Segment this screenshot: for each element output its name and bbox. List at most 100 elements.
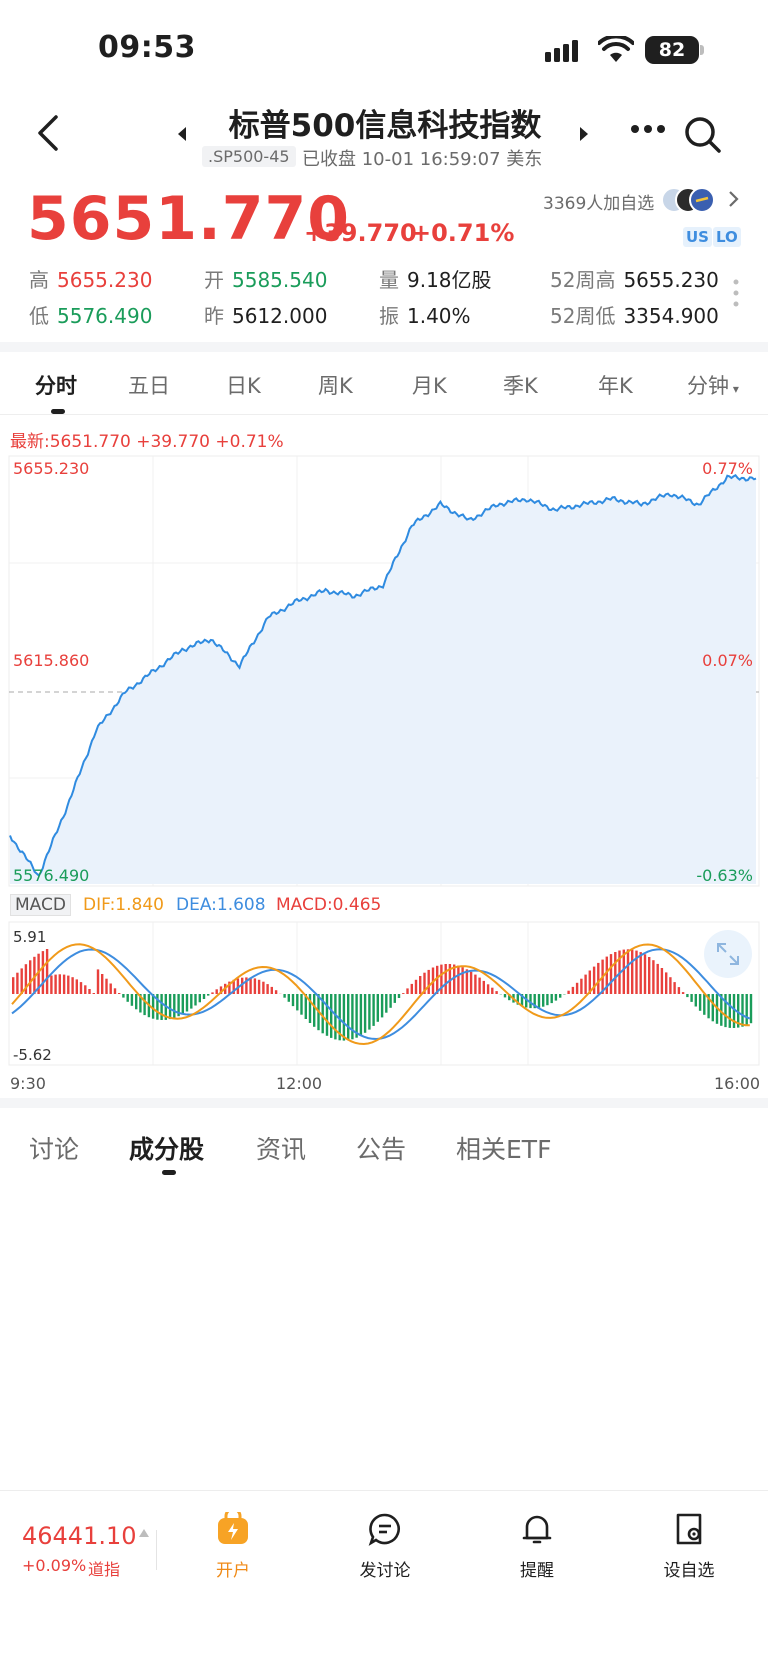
ticker-code: .SP500-45	[202, 146, 296, 167]
macd-bar	[266, 984, 269, 994]
tab-related-etf[interactable]: 相关ETF	[456, 1135, 552, 1164]
macd-bar	[423, 972, 426, 994]
macd-bar	[508, 994, 511, 1001]
macd-bar	[101, 974, 104, 994]
macd-bar	[54, 974, 57, 994]
macd-bar	[249, 977, 252, 994]
prev-stock-icon[interactable]	[176, 126, 188, 142]
macd-bar	[482, 980, 485, 994]
macd-bar	[720, 994, 723, 1026]
macd-bar	[614, 952, 617, 994]
tab-minute[interactable]: 分钟 ▾	[687, 374, 739, 398]
tab-intraday[interactable]: 分时	[35, 374, 77, 398]
more-stats-icon[interactable]	[733, 278, 739, 308]
macd-bar	[253, 978, 257, 994]
more-icon[interactable]	[630, 124, 666, 134]
macd-bar	[194, 994, 197, 1006]
macd-bar	[575, 982, 579, 994]
macd-bar	[376, 994, 379, 1022]
macd-bar	[397, 994, 401, 998]
macd-bar	[436, 965, 439, 994]
macd-bar	[694, 994, 697, 1007]
current-price: 5651.770	[27, 184, 351, 254]
tab-monthly-k[interactable]: 月K	[412, 374, 447, 398]
macd-bar	[168, 994, 172, 1020]
open-account-button[interactable]: 开户	[183, 1507, 283, 1581]
alert-button[interactable]: 提醒	[487, 1512, 587, 1581]
tab-active-indicator	[51, 409, 65, 414]
macd-bar	[741, 994, 744, 1027]
macd-bar	[427, 969, 430, 994]
macd-bar	[571, 986, 575, 994]
macd-bar	[385, 994, 388, 1013]
search-icon[interactable]	[684, 116, 722, 154]
macd-panel-frame	[8, 921, 760, 1066]
pct-axis-low: -0.63%	[696, 866, 753, 885]
intraday-chart[interactable]: 5655.230 5615.860 5576.490 0.77% 0.07% -…	[0, 444, 768, 1084]
macd-bar	[622, 949, 625, 994]
macd-bar	[105, 978, 108, 994]
macd-bar	[635, 950, 638, 994]
macd-bar	[567, 990, 570, 994]
macd-histogram	[12, 949, 753, 1041]
macd-bar	[656, 963, 659, 994]
macd-bar	[232, 979, 235, 994]
macd-bar	[648, 957, 651, 994]
battery-tip	[700, 45, 704, 55]
macd-bar	[491, 987, 494, 994]
tab-yearly-k[interactable]: 年K	[598, 374, 633, 398]
chevron-right-icon[interactable]	[728, 190, 740, 208]
tab-news[interactable]: 资讯	[256, 1135, 307, 1164]
macd-bar	[542, 994, 545, 1007]
macd-bar	[118, 993, 121, 994]
macd-bar	[241, 977, 244, 994]
macd-bar	[62, 974, 66, 994]
macd-bar	[631, 949, 634, 994]
macd-bar	[677, 987, 681, 994]
bottom-bar-divider	[0, 1490, 768, 1491]
tab-discussion[interactable]: 讨论	[29, 1135, 80, 1164]
next-stock-icon[interactable]	[578, 126, 590, 142]
tab-weekly-k[interactable]: 周K	[318, 374, 353, 398]
macd-indicator-selector[interactable]: MACD	[10, 894, 71, 916]
macd-bar	[372, 994, 375, 1026]
dow-name: 道指	[88, 1560, 121, 1579]
macd-bar	[29, 960, 32, 994]
stat-prev-close: 昨 5612.000	[204, 304, 328, 328]
tab-constituents[interactable]: 成分股	[129, 1135, 205, 1164]
macd-bar	[419, 976, 422, 994]
back-icon[interactable]	[36, 114, 60, 152]
tab-quarterly-k[interactable]: 季K	[503, 374, 538, 398]
macd-bar	[389, 994, 392, 1008]
macd-bar	[143, 994, 146, 1016]
follower-count[interactable]: 3369人加自选	[543, 194, 655, 214]
expand-chart-icon[interactable]	[704, 930, 752, 978]
tab-announcements[interactable]: 公告	[356, 1135, 407, 1164]
macd-bar	[711, 994, 714, 1022]
macd-bar	[50, 975, 53, 994]
macd-bar	[673, 982, 676, 994]
tab-five-day[interactable]: 五日	[128, 374, 170, 398]
macd-bar	[580, 978, 583, 994]
macd-bar	[291, 994, 295, 1007]
macd-bar	[79, 982, 83, 994]
macd-bar	[236, 978, 240, 994]
content-tab-indicator	[162, 1170, 176, 1175]
price-line	[9, 474, 757, 877]
macd-bar	[67, 975, 70, 994]
macd-dif-value: DIF:1.840	[83, 895, 164, 915]
macd-bar	[173, 994, 176, 1018]
tab-daily-k[interactable]: 日K	[226, 374, 261, 398]
macd-bar	[41, 951, 45, 994]
chat-bubble-icon	[368, 1513, 400, 1546]
follower-avatars[interactable]	[660, 186, 720, 214]
watchlist-settings-button[interactable]: 设自选	[639, 1512, 739, 1581]
macd-bar	[351, 994, 354, 1040]
section-divider	[0, 1098, 768, 1108]
market-badge-lo: LO	[713, 227, 741, 247]
macd-bar	[262, 981, 265, 994]
macd-bar	[88, 989, 91, 994]
time-axis-start: 9:30	[10, 1074, 46, 1093]
macd-bar	[160, 994, 163, 1020]
post-discussion-button[interactable]: 发讨论	[335, 1512, 435, 1581]
